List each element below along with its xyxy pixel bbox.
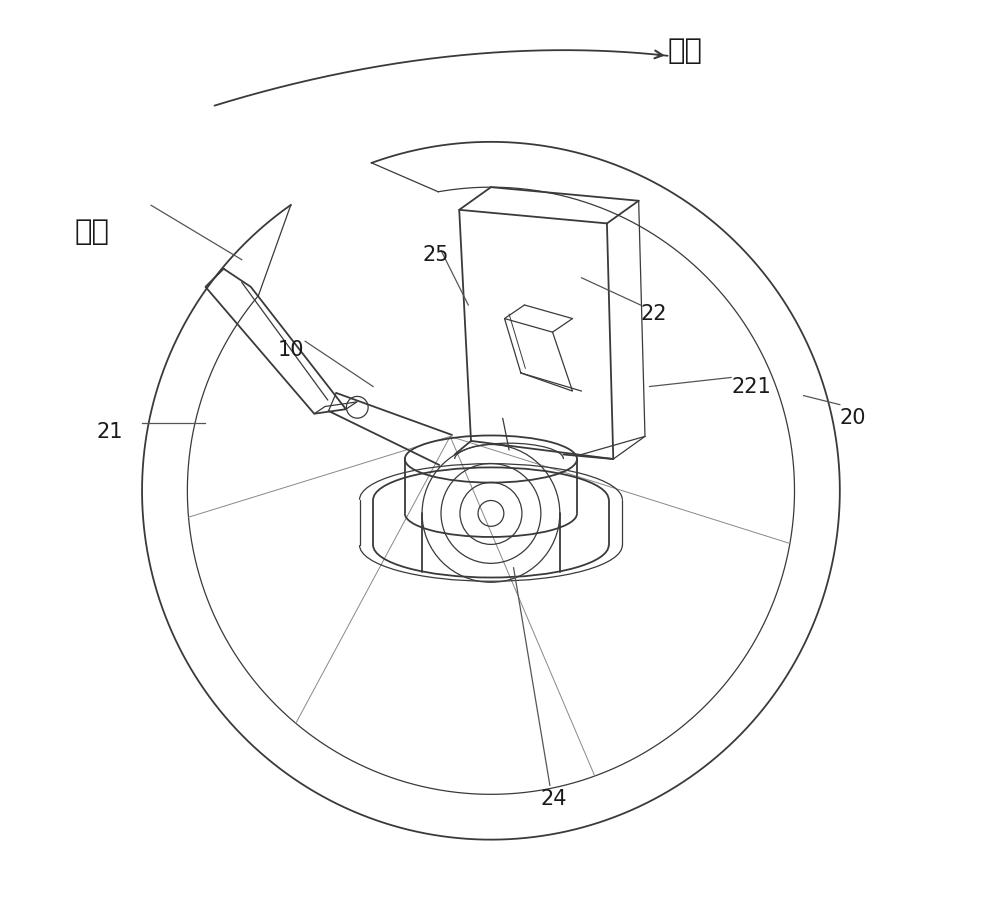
Text: 21: 21 xyxy=(97,422,123,442)
Text: 10: 10 xyxy=(278,340,304,360)
Text: 221: 221 xyxy=(731,376,771,396)
Text: 25: 25 xyxy=(423,245,449,265)
Text: 24: 24 xyxy=(541,789,567,809)
Text: 尾端: 尾端 xyxy=(668,37,703,65)
Text: 22: 22 xyxy=(640,304,667,324)
Text: 首端: 首端 xyxy=(74,218,109,246)
Text: 20: 20 xyxy=(840,408,866,428)
